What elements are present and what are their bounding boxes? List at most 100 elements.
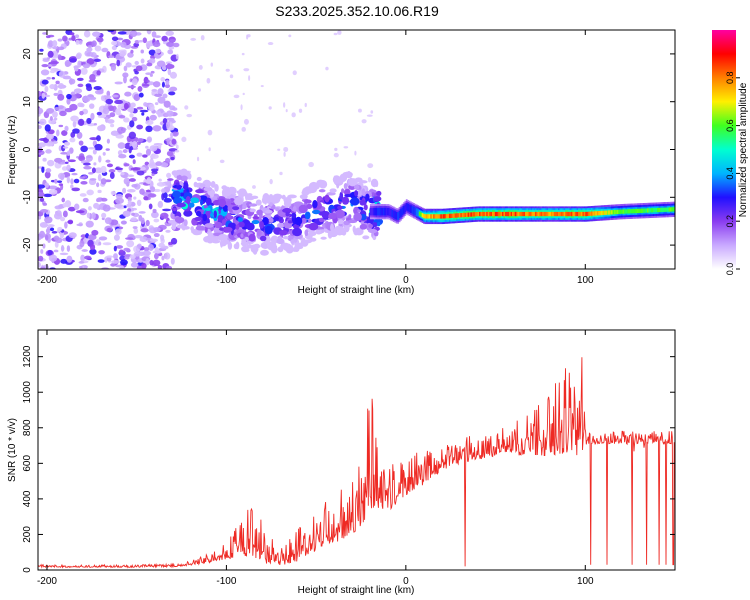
spectrogram-noise-cell bbox=[98, 236, 108, 241]
spectrogram-noise-cell bbox=[156, 60, 166, 67]
spectrogram-noise-cell bbox=[98, 250, 105, 255]
spectrogram-noise-cell bbox=[304, 102, 307, 108]
spectrogram-signal-cell bbox=[443, 214, 445, 219]
spectrogram-signal-cell bbox=[550, 211, 553, 217]
spectrogram-noise-cell bbox=[120, 220, 127, 225]
spectrogram-noise-cell bbox=[66, 245, 71, 252]
spectrogram-noise-cell bbox=[119, 249, 124, 253]
spectrogram-noise-cell bbox=[77, 118, 85, 127]
spectrogram-noise-cell bbox=[88, 103, 95, 109]
spectrogram-signal-cell bbox=[504, 211, 507, 217]
spectrogram-signal-cell bbox=[256, 209, 263, 216]
spectrogram-noise-cell bbox=[166, 41, 175, 47]
spectrogram-noise-cell bbox=[86, 85, 93, 92]
spectrogram-noise-cell bbox=[88, 206, 92, 211]
spectrogram-signal-cell bbox=[381, 207, 384, 216]
spectrogram-signal-cell bbox=[471, 212, 474, 217]
spectrogram-noise-cell bbox=[165, 121, 170, 129]
spectrogram-noise-cell bbox=[162, 93, 168, 99]
spectrogram-noise-cell bbox=[41, 63, 49, 68]
spectrogram-signal-cell bbox=[339, 191, 344, 201]
spectrogram-noise-cell bbox=[41, 166, 45, 173]
spectrogram-signal-cell bbox=[292, 205, 297, 212]
spectrogram-signal-cell bbox=[433, 214, 435, 219]
spectrogram-noise-cell bbox=[122, 149, 128, 154]
spectrogram-noise-cell bbox=[127, 107, 134, 113]
spectrogram-noise-cell bbox=[98, 155, 102, 163]
spectrogram-noise-cell bbox=[138, 92, 144, 98]
spectrogram-noise-cell bbox=[243, 118, 249, 125]
spectrogram-signal-cell bbox=[385, 207, 388, 216]
spectrogram-noise-cell bbox=[38, 255, 44, 262]
spectrogram-signal-cell bbox=[401, 207, 404, 216]
spectrogram-signal-cell bbox=[579, 211, 582, 217]
snr-panel: -200 -100 0 100 0 200 400 600 800 1000 1200 Heigh… bbox=[7, 329, 676, 596]
spectrogram-signal-cell bbox=[434, 214, 437, 219]
spectrogram-signal-cell bbox=[167, 219, 178, 224]
spectrogram-noise-cell bbox=[129, 146, 134, 151]
spectrogram-noise-cell bbox=[88, 79, 97, 83]
spectrogram-noise-cell bbox=[325, 66, 329, 71]
spectrogram-noise-cell bbox=[114, 99, 124, 105]
spectrogram-noise-cell bbox=[292, 70, 297, 76]
spectrogram-noise-cell bbox=[126, 188, 136, 193]
spectrogram-noise-cell bbox=[333, 152, 339, 158]
spectrogram-signal-cell bbox=[491, 211, 494, 217]
snr-x-axis-label: Height of straight line (km) bbox=[298, 585, 415, 596]
spectrogram-signal-cell bbox=[631, 209, 634, 214]
spectrogram-noise-cell bbox=[166, 63, 172, 70]
spectrogram-noise-cell bbox=[123, 247, 131, 252]
spectrogram-noise-cell bbox=[46, 76, 51, 80]
spectrogram-signal-cell bbox=[506, 211, 509, 217]
spectrogram-signal-cell bbox=[556, 211, 559, 217]
spectrogram-signal-cell bbox=[304, 229, 309, 237]
spectrogram-signal-cell bbox=[639, 208, 642, 213]
spectrogram-noise-cell bbox=[343, 146, 349, 149]
spectrogram-noise-cell bbox=[66, 164, 71, 172]
spectrogram-noise-cell bbox=[206, 77, 211, 84]
spectrogram-noise-cell bbox=[119, 50, 126, 57]
spectrogram-signal-cell bbox=[619, 209, 622, 214]
spectrogram-signal-cell bbox=[368, 229, 378, 234]
spectrogram-noise-cell bbox=[88, 172, 94, 175]
spectrogram-signal-cell bbox=[195, 189, 204, 194]
spectrogram-noise-cell bbox=[67, 206, 76, 212]
spectrogram-noise-cell bbox=[165, 61, 172, 65]
spectrogram-noise-cell bbox=[129, 120, 135, 128]
spectrogram-noise-cell bbox=[145, 179, 152, 184]
spectrogram-signal-cell bbox=[354, 184, 360, 190]
spectrogram-signal-cell bbox=[180, 175, 188, 181]
spectrogram-noise-cell bbox=[174, 149, 180, 153]
spectrogram-noise-cell bbox=[149, 238, 158, 242]
spectrogram-signal-cell bbox=[437, 214, 440, 219]
spectrogram-noise-cell bbox=[152, 81, 161, 88]
spectrogram-signal-cell bbox=[662, 207, 665, 212]
spectrogram-signal-cell bbox=[222, 204, 229, 212]
spectrogram-noise-cell bbox=[123, 177, 131, 185]
spectrogram-noise-cell bbox=[233, 94, 240, 99]
colorbar-label: Normalized spectral amplitude bbox=[738, 82, 749, 217]
spectrogram-signal-cell bbox=[194, 216, 203, 221]
spectrogram-noise-cell bbox=[242, 92, 245, 96]
spectrogram-noise-cell bbox=[78, 261, 85, 264]
spectrogram-noise-cell bbox=[100, 197, 108, 202]
spectrogram-noise-cell bbox=[101, 47, 109, 53]
spectrogram-noise-cell bbox=[38, 125, 42, 130]
spectrogram-signal-cell bbox=[326, 192, 336, 196]
spectrogram-noise-cell bbox=[109, 112, 116, 118]
spectrogram-noise-cell bbox=[106, 138, 110, 144]
spectrogram-signal-cell bbox=[294, 216, 303, 226]
spectrogram-noise-cell bbox=[106, 119, 115, 124]
spectrogram-signal-cell bbox=[444, 214, 447, 219]
spectrogram-signal-cell bbox=[292, 224, 300, 229]
spectrogram-noise-cell bbox=[133, 196, 137, 200]
figure-title: S233.2025.352.10.06.R19 bbox=[275, 3, 439, 19]
spectrogram-signal-cell bbox=[174, 216, 185, 224]
spectrogram-signal-cell bbox=[238, 221, 245, 228]
spectrogram-noise-cell bbox=[115, 193, 123, 199]
spectrogram-signal-cell bbox=[176, 171, 180, 176]
spectrogram-signal-cell bbox=[400, 209, 402, 217]
spectrogram-noise-cell bbox=[125, 62, 132, 68]
spectrogram-noise-cell bbox=[82, 197, 89, 203]
spectrogram-signal-cell bbox=[203, 186, 213, 192]
